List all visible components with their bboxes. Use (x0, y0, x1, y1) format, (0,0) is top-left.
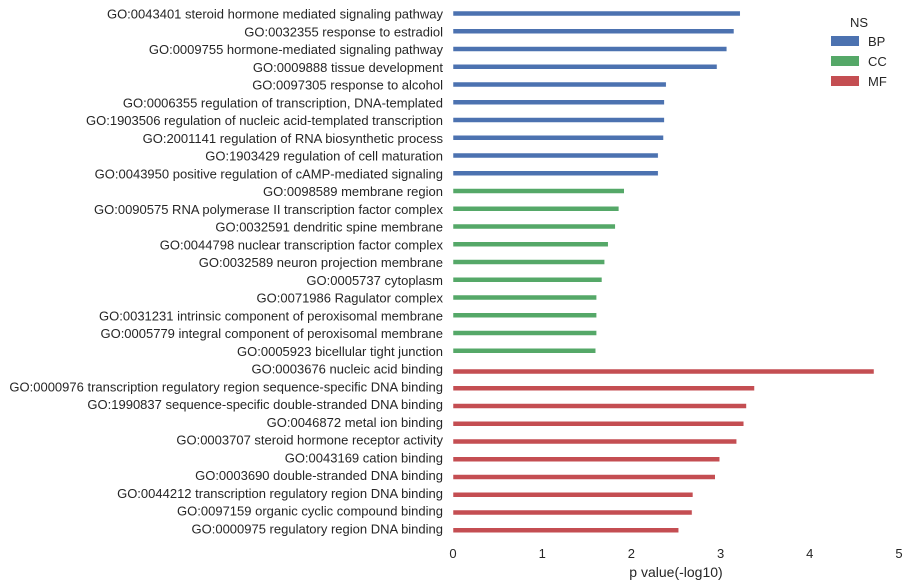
bar-bp (452, 46, 728, 52)
bar-mf (452, 438, 737, 445)
bar-bp (452, 99, 665, 105)
bar-cc (452, 312, 597, 318)
y-tick-label: GO:0009755 hormone-mediated signaling pa… (149, 42, 444, 57)
y-tick-label: GO:1903429 regulation of cell maturation (205, 149, 443, 164)
x-tick-label: 4 (806, 546, 813, 561)
y-tick-label: GO:0000975 regulatory region DNA binding (192, 521, 444, 536)
bar-bp (452, 64, 718, 70)
bar-cc (452, 223, 616, 230)
y-tick-label: GO:0044798 nuclear transcription factor … (160, 237, 444, 252)
y-tick-label: GO:1990837 sequence-specific double-stra… (87, 397, 443, 412)
bar-cc (452, 294, 597, 301)
legend-label-cc: CC (868, 54, 887, 69)
legend-swatch-cc (831, 56, 859, 66)
bar-cc (452, 188, 625, 194)
legend-swatch-bp (831, 36, 859, 46)
y-tick-label: GO:0005737 cytoplasm (306, 273, 443, 288)
bar-bp (452, 152, 659, 159)
y-tick-label: GO:0003676 nucleic acid binding (251, 362, 443, 377)
x-tick-label: 0 (449, 546, 456, 561)
legend-swatch-mf (831, 76, 859, 86)
y-tick-label: GO:0032355 response to estradiol (244, 24, 443, 39)
bar-cc (452, 330, 597, 336)
bar-bp (452, 10, 741, 17)
y-tick-label: GO:0043950 positive regulation of cAMP-m… (95, 166, 443, 181)
bar-mf (452, 527, 679, 533)
bar-mf (452, 492, 694, 498)
legend-title: NS (850, 15, 868, 30)
bar-cc (452, 206, 620, 212)
legend-label-bp: BP (868, 34, 885, 49)
x-tick-labels: 0 1 2 3 4 5 (449, 546, 902, 561)
y-tick-label: GO:0044212 transcription regulatory regi… (117, 486, 443, 501)
bar-cc (452, 348, 596, 354)
y-tick-label: GO:0046872 metal ion binding (267, 415, 443, 430)
y-tick-label: GO:0043401 steroid hormone mediated sign… (107, 7, 444, 22)
y-tick-label: GO:0006355 regulation of transcription, … (123, 95, 443, 110)
y-tick-label: GO:0003690 double-stranded DNA binding (195, 468, 443, 483)
bar-bp (452, 28, 735, 34)
bar-mf (452, 474, 716, 480)
y-tick-label: GO:0071986 Ragulator complex (257, 291, 444, 306)
y-tick-label: GO:2001141 regulation of RNA biosyntheti… (143, 131, 444, 146)
bar-bp (452, 170, 659, 176)
bar-bp (452, 135, 664, 141)
bar-mf (452, 368, 875, 375)
x-tick-label: 1 (539, 546, 546, 561)
y-tick-label: GO:0097159 organic cyclic compound bindi… (177, 504, 443, 519)
bar-bp (452, 81, 667, 88)
bar-cc (452, 241, 609, 247)
x-tick-label: 3 (717, 546, 724, 561)
y-tick-label: GO:0097305 response to alcohol (252, 78, 443, 93)
y-tick-label: GO:0043169 cation binding (285, 450, 443, 465)
x-axis-title: p value(-log10) (629, 564, 722, 580)
x-tick-label: 2 (628, 546, 635, 561)
legend: NS BP CC MF (831, 15, 887, 89)
y-tick-label: GO:0032589 neuron projection membrane (199, 255, 443, 270)
bar-cc (452, 277, 603, 283)
x-tick-label: 5 (895, 546, 902, 561)
bar-mf (452, 421, 745, 427)
y-tick-label: GO:0005779 integral component of peroxis… (100, 326, 443, 341)
y-tick-label: GO:0090575 RNA polymerase II transcripti… (94, 202, 443, 217)
y-tick-label: GO:0032591 dendritic spine membrane (215, 220, 443, 235)
y-tick-label: GO:0031231 intrinsic component of peroxi… (99, 308, 443, 323)
bar-cc (452, 259, 605, 265)
y-tick-label: GO:0098589 membrane region (263, 184, 443, 199)
y-tick-label: GO:0000976 transcription regulatory regi… (9, 379, 443, 394)
y-tick-label: GO:0003707 steroid hormone receptor acti… (176, 433, 443, 448)
y-tick-labels: GO:0043401 steroid hormone mediated sign… (9, 7, 443, 537)
bar-mf (452, 509, 693, 516)
legend-label-mf: MF (868, 74, 887, 89)
bars-group (452, 10, 875, 533)
bar-mf (452, 385, 755, 391)
bar-mf (452, 456, 720, 462)
y-tick-label: GO:0009888 tissue development (253, 60, 443, 75)
y-tick-label: GO:1903506 regulation of nucleic acid-te… (86, 113, 443, 128)
y-tick-label: GO:0005923 bicellular tight junction (237, 344, 443, 359)
bar-mf (452, 403, 747, 409)
bar-bp (452, 117, 665, 123)
